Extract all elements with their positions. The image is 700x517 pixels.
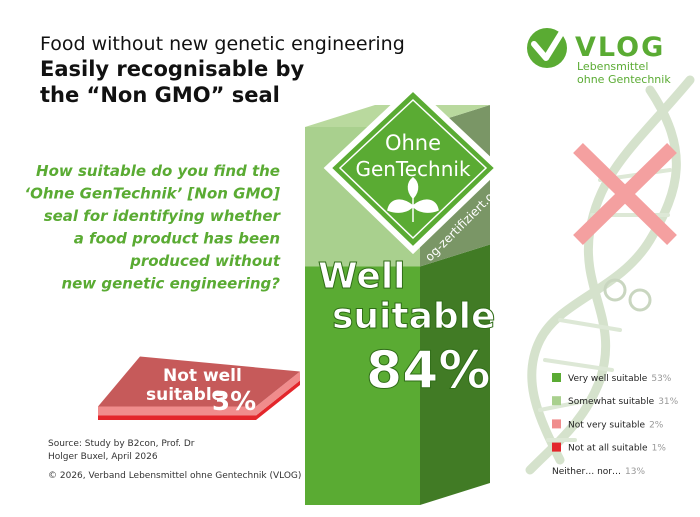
legend-swatch: [552, 396, 561, 406]
group-value: 3%: [212, 387, 256, 417]
legend-value: 13%: [625, 467, 645, 477]
dna-strand: [527, 85, 681, 465]
source: Holger Buxel, April 2026: [48, 452, 158, 462]
legend-swatch: [552, 442, 561, 452]
seal-inner: [338, 98, 488, 240]
group-value: 84%: [366, 341, 490, 401]
logo-text: ohne Gentechnik: [577, 73, 671, 86]
legend-value: 2%: [649, 420, 664, 430]
legend-label: Neither… nor…: [552, 467, 621, 477]
question: produced without: [129, 252, 281, 270]
seal-diamond: [323, 83, 503, 255]
slab-segment: [98, 380, 300, 420]
legend-label: Very well suitable: [568, 374, 648, 384]
question: seal for identifying whether: [44, 207, 282, 225]
legend-value: 1%: [652, 444, 667, 454]
source: Source: Study by B2con, Prof. Dr: [48, 439, 195, 449]
slab-top: [98, 356, 300, 407]
question: a food product has been: [74, 230, 280, 248]
legend-value: 53%: [651, 374, 671, 384]
cross-mark: [573, 142, 677, 246]
logo-text: Lebensmittel: [577, 60, 648, 73]
legend-label: Not very suitable: [568, 420, 646, 430]
legend-swatch: [552, 419, 561, 429]
block-side: [420, 244, 490, 505]
logo-name: VLOG: [575, 32, 665, 63]
legend-label: Not at all suitable: [568, 444, 648, 454]
group-label: suitable: [146, 385, 223, 405]
legend-swatch: [552, 373, 561, 382]
logo-check: [531, 29, 565, 61]
subtitle: the “Non GMO” seal: [40, 83, 280, 107]
block-segment: [305, 266, 420, 505]
group-label: Well: [318, 256, 406, 297]
group-label: suitable: [332, 296, 495, 337]
question: new genetic engineering?: [61, 275, 280, 293]
logo: VLOG Lebensmittel ohne Gentechnik: [527, 28, 671, 86]
seal-plant: [387, 177, 439, 222]
legend-label: Somewhat suitable: [568, 397, 655, 407]
legend-value: 31%: [658, 397, 678, 407]
subtitle: Easily recognisable by: [40, 57, 305, 81]
slab-segment: [98, 371, 300, 416]
title: Food without new genetic engineering: [40, 33, 405, 55]
question: How suitable do you find the: [36, 162, 280, 180]
group-label: Not well: [163, 366, 242, 386]
question: ‘Ohne GenTechnik’ [Non GMO]: [24, 185, 280, 203]
seal-text: Ohne: [385, 131, 441, 155]
seal-text: GenTechnik: [355, 157, 471, 181]
copyright: © 2026, Verband Lebensmittel ohne Gentec…: [48, 471, 301, 481]
